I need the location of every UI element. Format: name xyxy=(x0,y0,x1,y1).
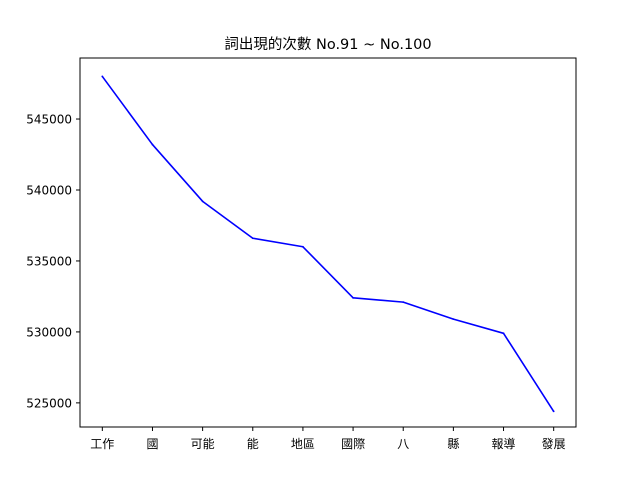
x-tick-label: 發展 xyxy=(542,436,566,451)
x-axis: 工作 國 可能 能 地區 國際 八 縣 報導 發展 xyxy=(90,427,566,451)
y-tick-label: 530000 xyxy=(26,325,72,339)
x-tick-label: 報導 xyxy=(492,437,516,451)
series-line xyxy=(101,75,555,412)
x-tick-label: 工作 xyxy=(90,437,114,451)
axes-frame xyxy=(79,57,577,428)
data-point xyxy=(452,318,455,321)
x-tick-label: 地區 xyxy=(291,437,315,451)
data-point xyxy=(251,237,254,240)
data-point xyxy=(352,296,354,299)
data-point xyxy=(402,301,405,304)
data-point xyxy=(151,143,154,146)
data-point xyxy=(552,410,555,413)
x-tick-label: 能 xyxy=(247,437,259,451)
data-point xyxy=(302,245,304,248)
y-tick-label: 535000 xyxy=(26,254,72,268)
data-point xyxy=(201,200,204,203)
data-point xyxy=(101,75,104,78)
data-point xyxy=(502,332,505,335)
x-tick-label: 國 xyxy=(146,437,158,451)
y-tick-label: 545000 xyxy=(26,113,72,127)
x-tick-label: 可能 xyxy=(191,437,215,451)
plot-area xyxy=(101,75,555,413)
y-axis: 525000 530000 535000 540000 545000 xyxy=(26,113,80,410)
y-tick-label: 540000 xyxy=(26,183,72,197)
x-tick-label: 八 xyxy=(397,437,409,451)
y-tick-label: 525000 xyxy=(26,396,72,410)
x-tick-label: 國際 xyxy=(341,437,365,451)
chart-title: 詞出現的次數 No.91 ~ No.100 xyxy=(224,36,431,53)
x-tick-label: 縣 xyxy=(447,437,459,451)
